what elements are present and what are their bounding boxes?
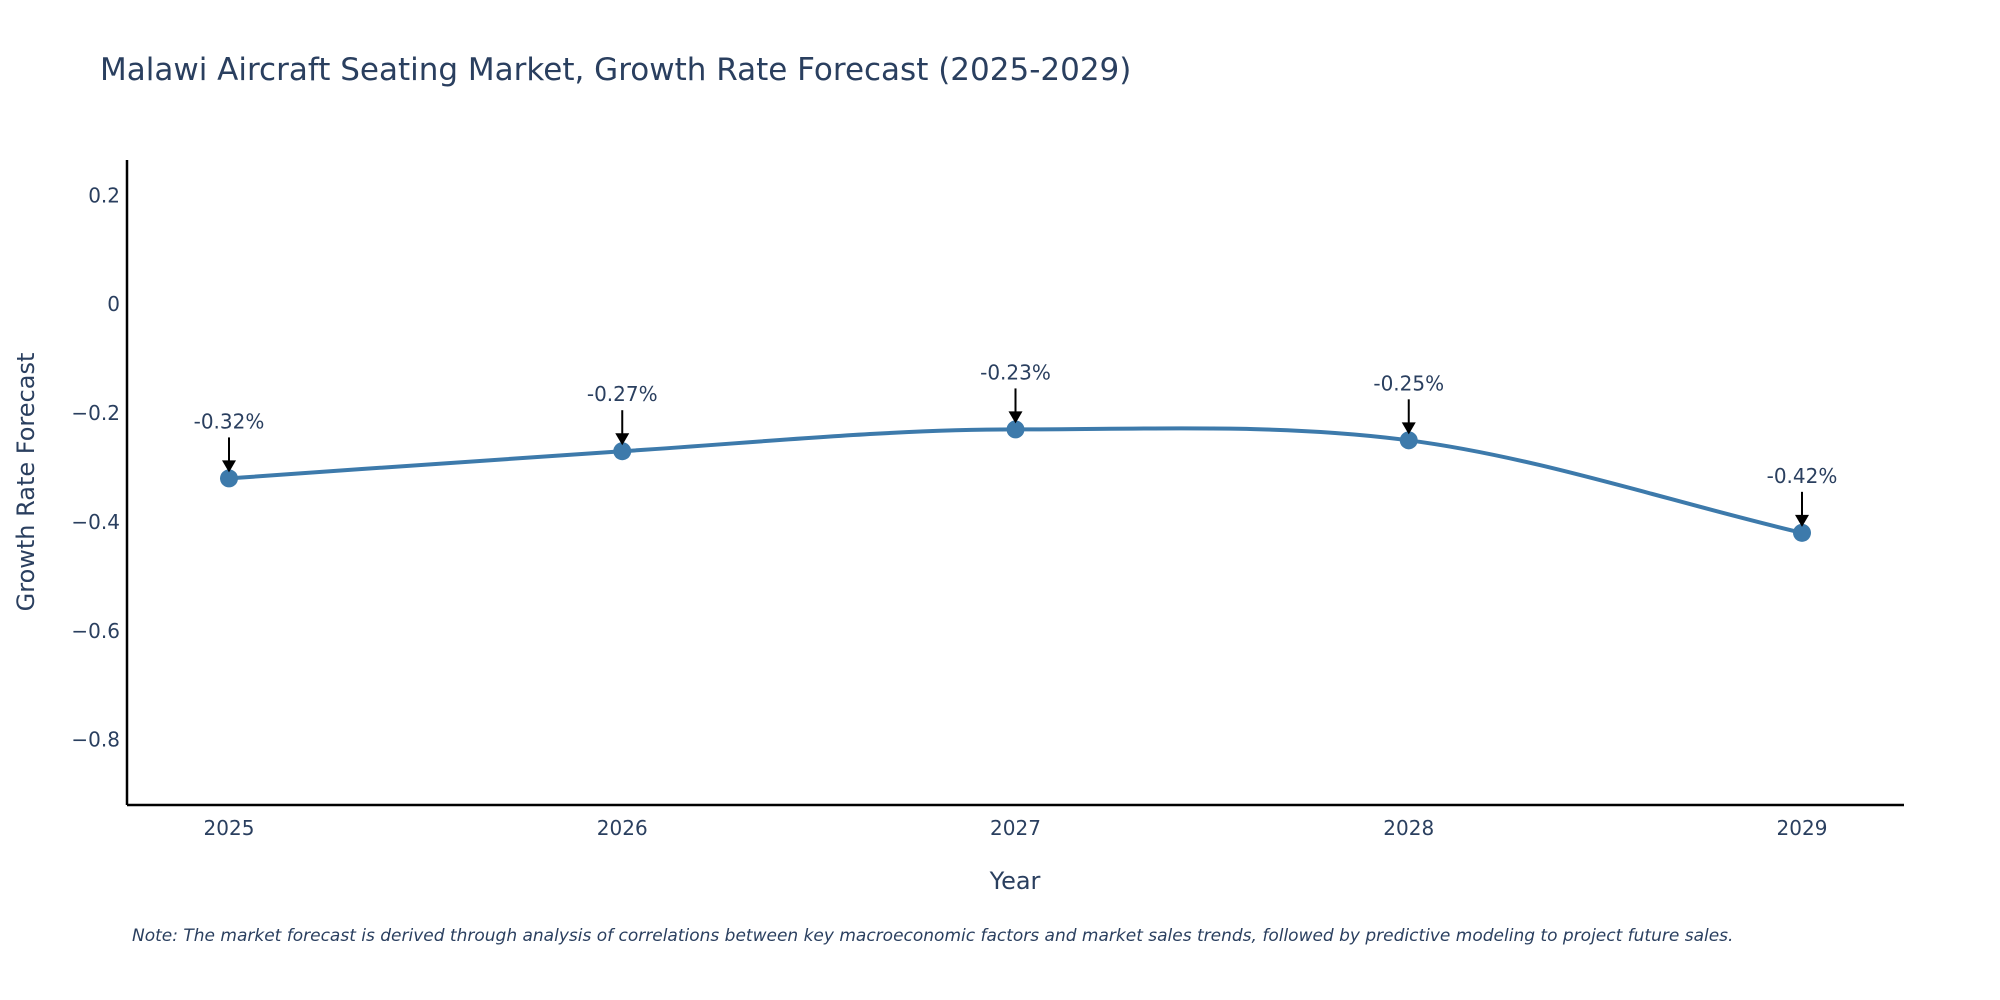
data-label: -0.42% [1767, 464, 1838, 488]
y-tick-label: −0.8 [71, 728, 120, 752]
data-point [613, 442, 632, 461]
annotation-arrow-head [1008, 411, 1023, 424]
data-annotation: -0.32% [194, 409, 265, 473]
data-annotation: -0.27% [587, 382, 658, 446]
x-axis-ticks: 2025 2026 2027 2028 2029 [204, 816, 1828, 840]
y-tick-label: 0.2 [88, 183, 120, 207]
data-markers [220, 420, 1811, 542]
x-tick-label: 2027 [990, 816, 1041, 840]
chart-title: Malawi Aircraft Seating Market, Growth R… [100, 52, 1131, 88]
data-point [1399, 431, 1418, 450]
x-tick-label: 2028 [1383, 816, 1434, 840]
data-label: -0.25% [1373, 371, 1444, 395]
data-annotation: -0.42% [1767, 464, 1838, 527]
x-axis-label: Year [989, 867, 1041, 895]
y-tick-label: −0.2 [71, 401, 120, 425]
series-line [228, 426, 1803, 535]
y-axis-label: Growth Rate Forecast [12, 353, 40, 612]
data-annotation: -0.25% [1373, 371, 1444, 435]
annotation-arrow-head [1401, 422, 1416, 435]
data-label: -0.23% [980, 360, 1051, 384]
data-annotations: -0.32% -0.27% -0.23% -0.25% -0.42% [194, 360, 1838, 527]
annotation-arrow-head [615, 433, 630, 446]
annotation-arrow-head [222, 460, 236, 473]
y-tick-label: −0.6 [71, 619, 120, 643]
x-tick-label: 2025 [204, 816, 255, 840]
y-axis-ticks: 0.2 0 −0.2 −0.4 −0.6 −0.8 [71, 183, 120, 751]
x-tick-label: 2026 [597, 816, 648, 840]
data-label: -0.32% [194, 409, 265, 433]
x-tick-label: 2029 [1777, 816, 1828, 840]
data-label: -0.27% [587, 382, 658, 406]
data-point [220, 469, 238, 488]
annotation-arrow-head [1795, 514, 1809, 527]
footnote: Note: The market forecast is derived thr… [132, 926, 1733, 946]
y-tick-label: −0.4 [71, 510, 120, 534]
data-point [1793, 523, 1811, 542]
y-tick-label: 0 [107, 292, 120, 316]
data-annotation: -0.23% [980, 360, 1051, 424]
data-point [1006, 420, 1025, 439]
